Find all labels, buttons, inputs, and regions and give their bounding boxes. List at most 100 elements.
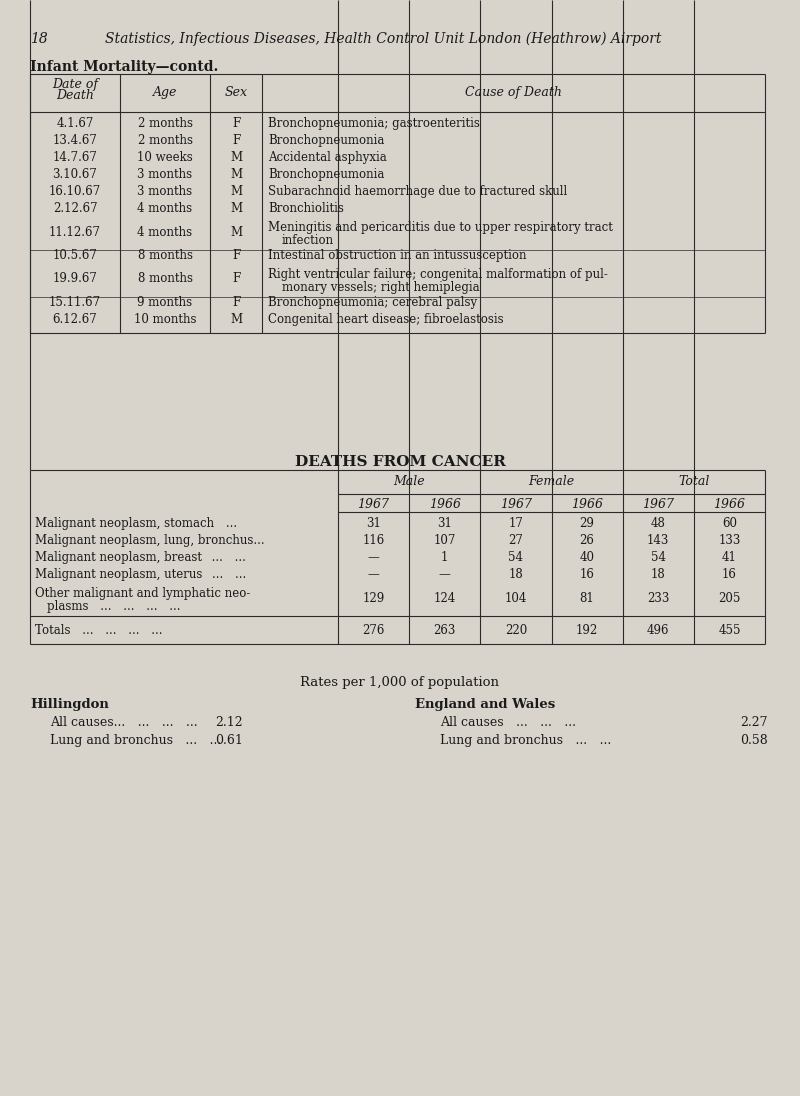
Text: 192: 192 [576, 624, 598, 637]
Text: 2 months: 2 months [138, 134, 193, 147]
Text: 29: 29 [580, 517, 594, 530]
Text: 1967: 1967 [358, 498, 390, 511]
Text: Congenital heart disease; fibroelastosis: Congenital heart disease; fibroelastosis [268, 313, 504, 326]
Text: Bronchopneumonia: Bronchopneumonia [268, 134, 384, 147]
Text: Lung and bronchus  ...  ...: Lung and bronchus ... ... [440, 734, 611, 747]
Text: 11.12.67: 11.12.67 [49, 226, 101, 239]
Text: Hillingdon: Hillingdon [30, 698, 109, 711]
Text: Malignant neoplasm, stomach  ...: Malignant neoplasm, stomach ... [35, 517, 237, 530]
Text: 19.9.67: 19.9.67 [53, 273, 98, 285]
Text: Malignant neoplasm, lung, bronchus...: Malignant neoplasm, lung, bronchus... [35, 534, 265, 547]
Text: 2.27: 2.27 [740, 716, 767, 729]
Text: 40: 40 [579, 551, 594, 564]
Text: 1966: 1966 [714, 498, 746, 511]
Text: 54: 54 [650, 551, 666, 564]
Text: 16: 16 [722, 568, 737, 581]
Text: 13.4.67: 13.4.67 [53, 134, 98, 147]
Text: All causes  ...  ...  ...: All causes ... ... ... [440, 716, 576, 729]
Text: Lung and bronchus  ...  ...: Lung and bronchus ... ... [50, 734, 222, 747]
Text: 26: 26 [580, 534, 594, 547]
Text: monary vessels; right hemiplegia: monary vessels; right hemiplegia [282, 281, 480, 294]
Text: 1967: 1967 [500, 498, 532, 511]
Text: 143: 143 [647, 534, 670, 547]
Text: 1967: 1967 [642, 498, 674, 511]
Text: 104: 104 [505, 592, 527, 605]
Text: M: M [230, 168, 242, 181]
Text: 31: 31 [438, 517, 452, 530]
Text: Right ventricular failure; congenital malformation of pul-: Right ventricular failure; congenital ma… [268, 269, 608, 281]
Text: 4 months: 4 months [138, 226, 193, 239]
Text: 2 months: 2 months [138, 117, 193, 130]
Text: DEATHS FROM CANCER: DEATHS FROM CANCER [294, 455, 506, 469]
Text: Statistics, Infectious Diseases, Health Control Unit London (Heathrow) Airport: Statistics, Infectious Diseases, Health … [105, 32, 662, 46]
Text: 18: 18 [30, 32, 48, 46]
Text: 10.5.67: 10.5.67 [53, 249, 98, 262]
Text: 0.58: 0.58 [740, 734, 768, 747]
Text: Date of: Date of [52, 78, 98, 91]
Text: F: F [232, 117, 240, 130]
Text: 10 months: 10 months [134, 313, 196, 326]
Text: 4.1.67: 4.1.67 [56, 117, 94, 130]
Text: Male: Male [394, 475, 425, 488]
Text: 81: 81 [580, 592, 594, 605]
Text: M: M [230, 313, 242, 326]
Text: 496: 496 [647, 624, 670, 637]
Text: M: M [230, 151, 242, 164]
Text: M: M [230, 202, 242, 215]
Text: Infant Mortality—contd.: Infant Mortality—contd. [30, 60, 218, 75]
Text: 205: 205 [718, 592, 741, 605]
Text: M: M [230, 185, 242, 198]
Text: 9 months: 9 months [138, 296, 193, 309]
Text: Malignant neoplasm, breast  ...  ...: Malignant neoplasm, breast ... ... [35, 551, 246, 564]
Text: 4 months: 4 months [138, 202, 193, 215]
Text: 16.10.67: 16.10.67 [49, 185, 101, 198]
Text: 129: 129 [362, 592, 385, 605]
Text: 16: 16 [580, 568, 594, 581]
Text: Female: Female [529, 475, 574, 488]
Text: 8 months: 8 months [138, 273, 193, 285]
Text: Bronchopneumonia: Bronchopneumonia [268, 168, 384, 181]
Text: 0.61: 0.61 [215, 734, 243, 747]
Text: 17: 17 [509, 517, 523, 530]
Text: 60: 60 [722, 517, 737, 530]
Text: 10 weeks: 10 weeks [137, 151, 193, 164]
Text: 18: 18 [651, 568, 666, 581]
Text: 2.12.67: 2.12.67 [53, 202, 98, 215]
Text: 15.11.67: 15.11.67 [49, 296, 101, 309]
Text: Meningitis and pericarditis due to upper respiratory tract: Meningitis and pericarditis due to upper… [268, 221, 613, 235]
Text: Totals  ...  ...  ...  ...: Totals ... ... ... ... [35, 624, 162, 637]
Text: 1966: 1966 [429, 498, 461, 511]
Text: —: — [368, 551, 379, 564]
Text: 233: 233 [647, 592, 670, 605]
Text: 18: 18 [509, 568, 523, 581]
Text: —: — [368, 568, 379, 581]
Text: 107: 107 [434, 534, 456, 547]
Text: —: — [439, 568, 450, 581]
Text: 116: 116 [362, 534, 385, 547]
Text: Accidental asphyxia: Accidental asphyxia [268, 151, 386, 164]
Text: Death: Death [56, 89, 94, 102]
Text: 2.12: 2.12 [215, 716, 242, 729]
Text: 31: 31 [366, 517, 381, 530]
Text: Intestinal obstruction in an intussusception: Intestinal obstruction in an intussuscep… [268, 249, 526, 262]
Text: 133: 133 [718, 534, 741, 547]
Text: 14.7.67: 14.7.67 [53, 151, 98, 164]
Text: Other malignant and lymphatic neo-: Other malignant and lymphatic neo- [35, 587, 250, 600]
Text: Rates per 1,000 of population: Rates per 1,000 of population [301, 676, 499, 689]
Text: 124: 124 [434, 592, 456, 605]
Text: 3 months: 3 months [138, 168, 193, 181]
Text: Bronchopneumonia; cerebral palsy: Bronchopneumonia; cerebral palsy [268, 296, 477, 309]
Text: M: M [230, 226, 242, 239]
Text: Cause of Death: Cause of Death [465, 85, 562, 99]
Text: 1: 1 [441, 551, 449, 564]
Text: Subarachnoid haemorrhage due to fractured skull: Subarachnoid haemorrhage due to fracture… [268, 185, 567, 198]
Text: 1966: 1966 [571, 498, 603, 511]
Text: 27: 27 [509, 534, 523, 547]
Text: 8 months: 8 months [138, 249, 193, 262]
Text: Malignant neoplasm, uterus  ...  ...: Malignant neoplasm, uterus ... ... [35, 568, 246, 581]
Text: Bronchopneumonia; gastroenteritis: Bronchopneumonia; gastroenteritis [268, 117, 480, 130]
Text: Total: Total [678, 475, 710, 488]
Text: plasms  ...  ...  ...  ...: plasms ... ... ... ... [47, 600, 181, 613]
Text: 54: 54 [509, 551, 523, 564]
Text: infection: infection [282, 235, 334, 247]
